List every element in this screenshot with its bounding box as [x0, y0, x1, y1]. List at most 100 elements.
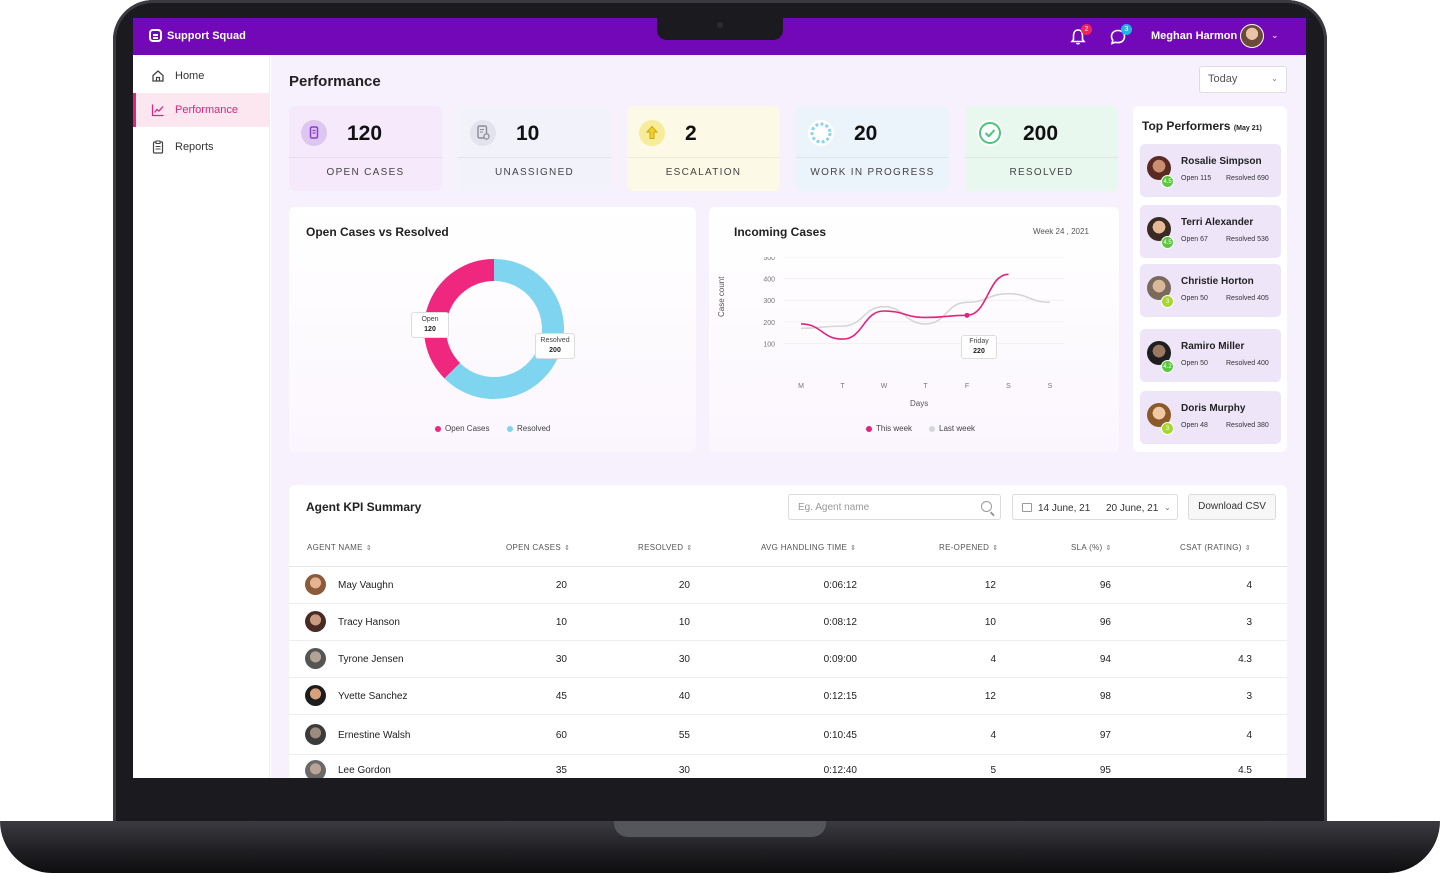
- stat-card-open-cases[interactable]: 120 OPEN CASES: [289, 106, 442, 191]
- column-header-re-opened[interactable]: RE-OPENED ⇕: [939, 543, 998, 552]
- agent-name: Tyrone Jensen: [338, 654, 404, 665]
- y-tick-label: 200: [763, 320, 775, 327]
- column-header-avg-handling-time[interactable]: AVG HANDLING TIME ⇕: [761, 543, 856, 552]
- performer-card[interactable]: 3 Christie Horton Open 50 Resolved 405: [1140, 264, 1281, 317]
- reopened-cell: 10: [984, 617, 996, 628]
- sidebar-item-label: Reports: [175, 141, 214, 153]
- column-header-open-cases[interactable]: OPEN CASES ⇕: [506, 543, 570, 552]
- chat-icon: [1110, 29, 1126, 45]
- performer-card[interactable]: 3 Doris Murphy Open 48 Resolved 380: [1140, 391, 1281, 444]
- agent-name: May Vaughn: [338, 580, 394, 591]
- sidebar-item-label: Home: [175, 70, 205, 82]
- legend-open-cases[interactable]: Open Cases: [435, 424, 489, 433]
- agent-name: Yvette Sanchez: [338, 691, 408, 702]
- stat-card-unassigned[interactable]: 10 UNASSIGNED: [458, 106, 611, 191]
- tooltip-value: 220: [973, 348, 985, 355]
- sidebar-item-reports[interactable]: Reports: [133, 130, 270, 164]
- legend-last-week[interactable]: Last week: [929, 424, 975, 433]
- stat-value: 20: [854, 122, 878, 145]
- camera-notch: [657, 18, 783, 40]
- sidebar-item-home[interactable]: Home: [133, 59, 270, 93]
- csat-cell: 4: [1246, 580, 1252, 591]
- sidebar-item-performance[interactable]: Performance: [133, 93, 270, 127]
- stat-card-escalation[interactable]: 2 ESCALATION: [627, 106, 780, 191]
- check-circle-icon: [977, 120, 1003, 146]
- column-header-resolved[interactable]: RESOLVED ⇕: [638, 543, 693, 552]
- sidebar: Home Performance Reports: [133, 55, 270, 778]
- performer-open: Open 50: [1181, 360, 1208, 367]
- avatar: [305, 574, 326, 595]
- y-tick-label: 500: [763, 257, 775, 262]
- messages-button[interactable]: 3: [1109, 24, 1132, 46]
- agent-search-input[interactable]: Eg. Agent name: [788, 494, 1001, 520]
- table-row[interactable]: Tyrone Jensen 30 30 0:09:00 4 94 4.3: [289, 641, 1287, 678]
- performer-card[interactable]: 4.5 Rosalie Simpson Open 115 Resolved 69…: [1140, 144, 1281, 197]
- notifications-button[interactable]: 2: [1069, 24, 1092, 46]
- user-name[interactable]: Meghan Harmon: [1151, 30, 1238, 42]
- stat-card-work-in-progress[interactable]: 20 WORK IN PROGRESS: [796, 106, 949, 191]
- download-csv-button[interactable]: Download CSV: [1188, 494, 1276, 520]
- x-tick-label: W: [881, 383, 888, 390]
- x-tick-label: F: [965, 383, 969, 390]
- legend-dot: [929, 425, 935, 432]
- panel-title: Agent KPI Summary: [306, 500, 422, 514]
- period-select[interactable]: Today ⌄: [1199, 66, 1287, 93]
- reopened-cell: 4: [990, 654, 996, 665]
- column-header-label: RE-OPENED: [939, 543, 990, 552]
- screen: Support Squad 2 3 Meghan Harmon ⌄ Home P…: [133, 18, 1306, 778]
- table-row[interactable]: Ernestine Walsh 60 55 0:10:45 4 97 4: [289, 715, 1287, 755]
- performer-name: Doris Murphy: [1181, 403, 1246, 414]
- donut-chart-panel: Open Cases vs Resolved Open 120 Resolved…: [289, 207, 696, 452]
- sla-cell: 96: [1099, 617, 1111, 628]
- open-cases-cell: 20: [555, 580, 567, 591]
- tooltip-value: 120: [424, 326, 436, 333]
- sidebar-item-label: Performance: [175, 104, 238, 116]
- rating-badge: 4.5: [1161, 236, 1174, 249]
- top-performers-date: (May 21): [1233, 125, 1262, 132]
- divider: [627, 157, 780, 158]
- legend-resolved[interactable]: Resolved: [507, 424, 550, 433]
- performer-open: Open 50: [1181, 295, 1208, 302]
- table-row[interactable]: Lee Gordon 35 30 0:12:40 5 95 4.5: [289, 755, 1287, 778]
- performer-card[interactable]: 4.2 Ramiro Miller Open 50 Resolved 400: [1140, 329, 1281, 382]
- camera-icon: [717, 22, 723, 28]
- search-icon[interactable]: [981, 501, 992, 512]
- csat-cell: 4.3: [1238, 654, 1252, 665]
- table-row[interactable]: Yvette Sanchez 45 40 0:12:15 12 98 3: [289, 678, 1287, 715]
- csat-cell: 3: [1246, 691, 1252, 702]
- brand-logo[interactable]: Support Squad: [149, 29, 246, 42]
- table-row[interactable]: Tracy Hanson 10 10 0:08:12 10 96 3: [289, 604, 1287, 641]
- calendar-icon: [1022, 503, 1032, 512]
- series-line-last-week: [800, 292, 1051, 330]
- tooltip-value: 200: [549, 347, 561, 354]
- search-placeholder: Eg. Agent name: [798, 502, 870, 513]
- y-tick-label: 100: [763, 341, 775, 348]
- agent-kpi-panel: Agent KPI Summary Eg. Agent name 14 June…: [289, 485, 1287, 778]
- sort-icon: ⇕: [686, 545, 693, 552]
- user-avatar[interactable]: [1240, 24, 1264, 48]
- tooltip-label: Friday: [969, 338, 989, 345]
- column-header-sla[interactable]: SLA (%) ⇕: [1071, 543, 1112, 552]
- legend-this-week[interactable]: This week: [866, 424, 912, 433]
- rating-badge: 4.5: [1161, 175, 1174, 188]
- resolved-tooltip: Resolved 200: [535, 333, 575, 359]
- period-select-value: Today: [1208, 73, 1238, 85]
- chat-badge: 3: [1121, 24, 1132, 35]
- table-row[interactable]: May Vaughn 20 20 0:06:12 12 96 4: [289, 567, 1287, 604]
- date-range-picker[interactable]: 14 June, 21 20 June, 21 ⌄: [1012, 494, 1178, 520]
- week-label: Week 24 , 2021: [1033, 227, 1089, 236]
- reopened-cell: 12: [984, 691, 996, 702]
- stat-value: 2: [685, 122, 697, 145]
- stat-card-resolved[interactable]: 200 RESOLVED: [965, 106, 1118, 191]
- rating-badge: 4.2: [1161, 360, 1174, 373]
- performer-card[interactable]: 4.5 Terri Alexander Open 67 Resolved 536: [1140, 205, 1281, 258]
- x-tick-label: S: [1048, 383, 1053, 390]
- column-header-label: RESOLVED: [638, 543, 684, 552]
- chevron-down-icon[interactable]: ⌄: [1271, 30, 1279, 40]
- column-header-csat[interactable]: CSAT (RATING) ⇕: [1180, 543, 1251, 552]
- sla-cell: 96: [1099, 580, 1111, 591]
- performer-resolved: Resolved 536: [1226, 236, 1269, 243]
- divider: [458, 157, 611, 158]
- reopened-cell: 5: [990, 765, 996, 776]
- column-header-agent-name[interactable]: AGENT NAME ⇕: [307, 543, 372, 552]
